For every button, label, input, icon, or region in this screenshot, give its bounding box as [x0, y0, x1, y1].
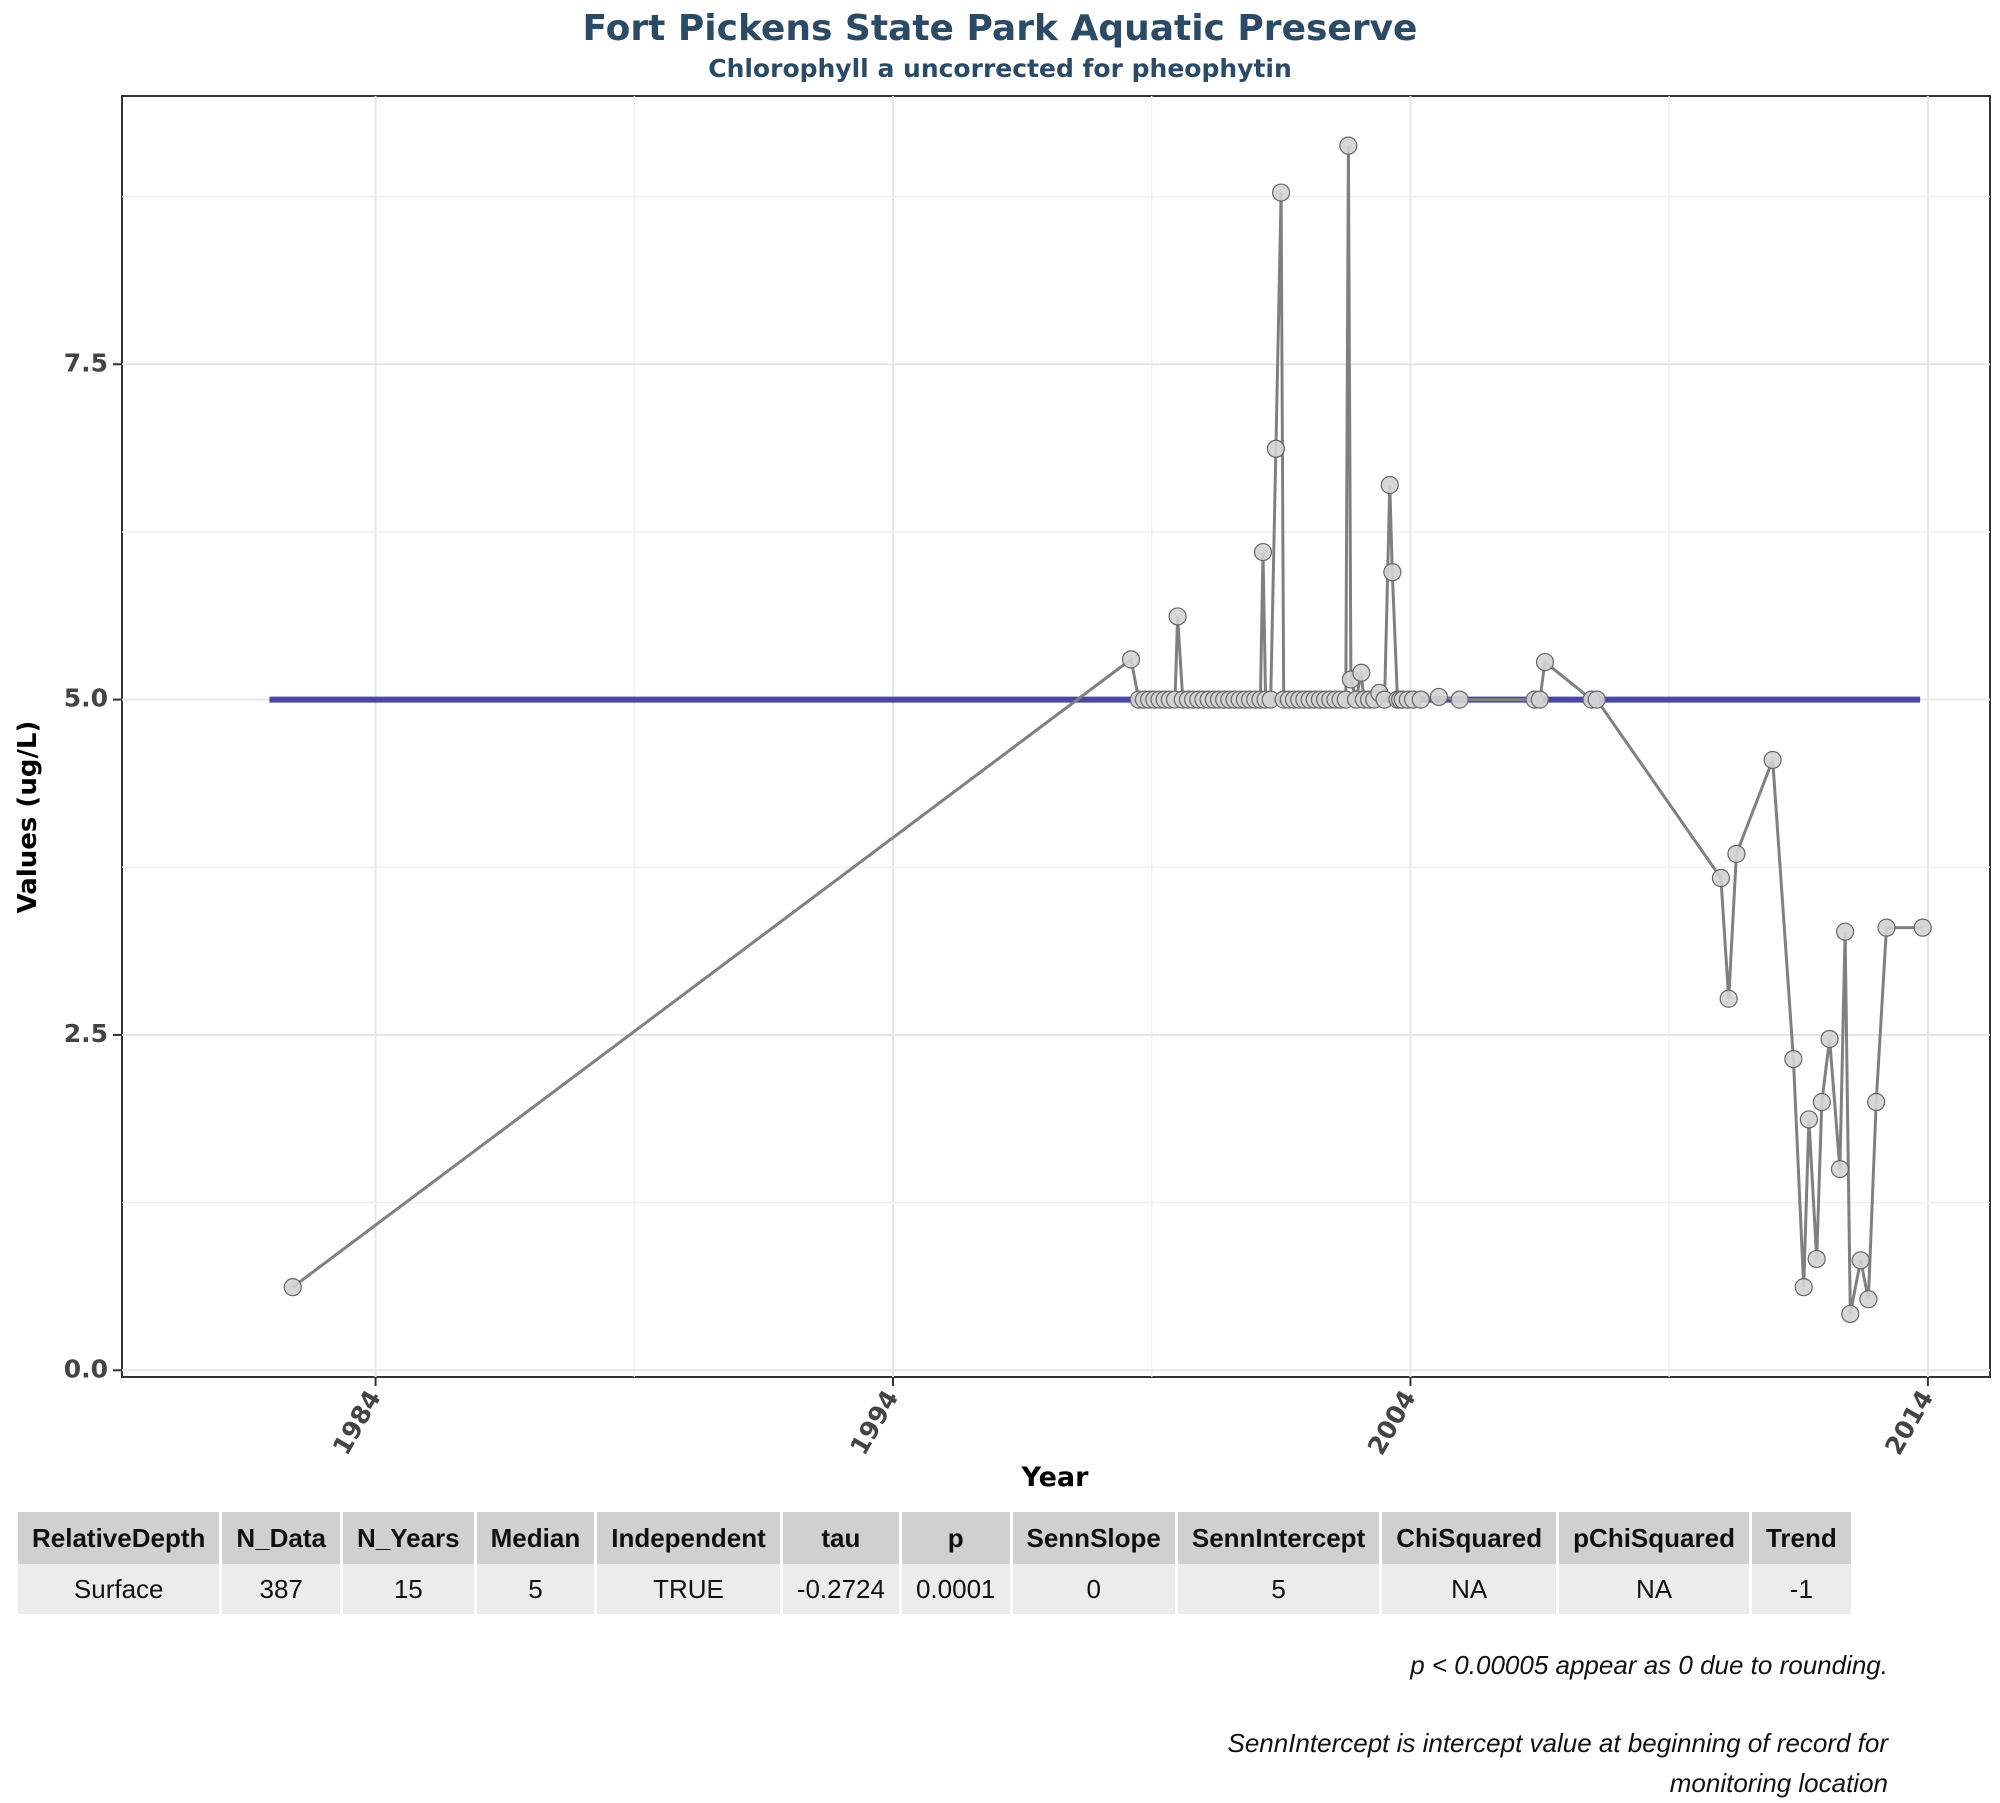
- data-point: [1121, 650, 1141, 669]
- data-point: [1841, 1304, 1860, 1324]
- data-point: [1429, 687, 1449, 707]
- y-tick-label: 2.5: [64, 1019, 108, 1048]
- table-header-cell: Independent: [597, 1512, 780, 1564]
- plot-panel: [121, 95, 1991, 1378]
- chart-subtitle: Chlorophyll a uncorrected for pheophytin: [708, 54, 1292, 83]
- data-point: [1799, 1110, 1818, 1129]
- points-layer: [283, 136, 1932, 1324]
- y-axis-title: Values (ug/L): [13, 720, 43, 914]
- data-point: [1380, 475, 1399, 495]
- data-point: [1253, 542, 1273, 562]
- table-cell: TRUE: [597, 1564, 780, 1614]
- data-point: [1530, 690, 1549, 709]
- data-point: [1339, 136, 1358, 155]
- chart-title: Fort Pickens State Park Aquatic Preserve: [582, 8, 1418, 49]
- plot-area: 1984 1994 2004 2014 0.0 2.5 5.0 7.5: [64, 95, 1991, 1460]
- table-cell: -1: [1751, 1564, 1851, 1614]
- table-header-cell: SennIntercept: [1177, 1512, 1380, 1564]
- senn-intercept-note: SennIntercept is intercept value at begi…: [1227, 1728, 1888, 1798]
- data-point: [1830, 1159, 1850, 1179]
- data-point: [1913, 918, 1932, 937]
- data-point: [1859, 1290, 1878, 1309]
- table-cell: 0.0001: [901, 1564, 1010, 1614]
- table-cell: 5: [1177, 1564, 1380, 1614]
- data-point: [1587, 690, 1606, 709]
- table-cell: NA: [1559, 1564, 1749, 1614]
- table-header-cell: p: [901, 1512, 1010, 1564]
- table-cell: NA: [1382, 1564, 1557, 1614]
- x-tick-label: 2004: [1362, 1385, 1422, 1460]
- table-header-cell: tau: [782, 1512, 899, 1564]
- table-cell: 15: [342, 1564, 474, 1614]
- stats-table: RelativeDepth N_Data N_Years Median Independ…: [15, 1512, 1854, 1614]
- table-cell: 0: [1012, 1564, 1175, 1614]
- table-header-cell: pChiSquared: [1559, 1512, 1749, 1564]
- x-tick-label: 1994: [844, 1385, 904, 1460]
- data-point: [1727, 844, 1746, 863]
- data-point: [1851, 1251, 1870, 1270]
- table-header-cell: RelativeDepth: [18, 1512, 220, 1564]
- data-point: [1168, 607, 1187, 626]
- data-point: [1411, 690, 1430, 709]
- data-point: [1450, 690, 1469, 709]
- data-point: [1352, 663, 1371, 682]
- data-point: [1535, 652, 1555, 672]
- data-point: [1807, 1249, 1826, 1269]
- table-header-cell: N_Data: [222, 1512, 340, 1564]
- x-tick-label: 1984: [327, 1385, 387, 1460]
- y-tick-label: 0.0: [64, 1354, 108, 1383]
- x-tick-label: 2014: [1879, 1385, 1939, 1460]
- data-point: [1271, 183, 1291, 202]
- data-point: [1877, 918, 1896, 937]
- stats-data-row: Surface 387 15 5 TRUE -0.2724 0.0001 0 5 NA NA -1: [18, 1564, 1851, 1614]
- data-point: [1719, 989, 1738, 1008]
- data-point: [1711, 868, 1731, 888]
- table-header-cell: SennSlope: [1012, 1512, 1175, 1564]
- data-point: [1763, 750, 1782, 770]
- y-tick-label: 5.0: [64, 684, 108, 713]
- table-header-cell: Trend: [1751, 1512, 1851, 1564]
- table-header-cell: N_Years: [342, 1512, 474, 1564]
- data-point: [1812, 1092, 1831, 1112]
- y-tick-label: 7.5: [64, 348, 108, 377]
- x-axis-title: Year: [1021, 1462, 1089, 1493]
- table-header-cell: Median: [476, 1512, 595, 1564]
- data-point: [1794, 1278, 1813, 1297]
- data-point: [1836, 922, 1855, 941]
- data-point: [283, 1278, 302, 1297]
- data-point: [1383, 563, 1402, 582]
- data-point: [1784, 1049, 1803, 1069]
- stats-header-row: RelativeDepth N_Data N_Years Median Independ…: [18, 1512, 1851, 1564]
- data-point: [1820, 1029, 1839, 1049]
- table-cell: -0.2724: [782, 1564, 899, 1614]
- p-value-note: p < 0.00005 appear as 0 due to rounding.: [1410, 1650, 1888, 1680]
- table-cell: 5: [476, 1564, 595, 1614]
- data-point: [1867, 1092, 1886, 1112]
- table-cell: Surface: [18, 1564, 220, 1614]
- data-point: [1266, 439, 1286, 458]
- table-cell: 387: [222, 1564, 340, 1614]
- table-header-cell: ChiSquared: [1382, 1512, 1557, 1564]
